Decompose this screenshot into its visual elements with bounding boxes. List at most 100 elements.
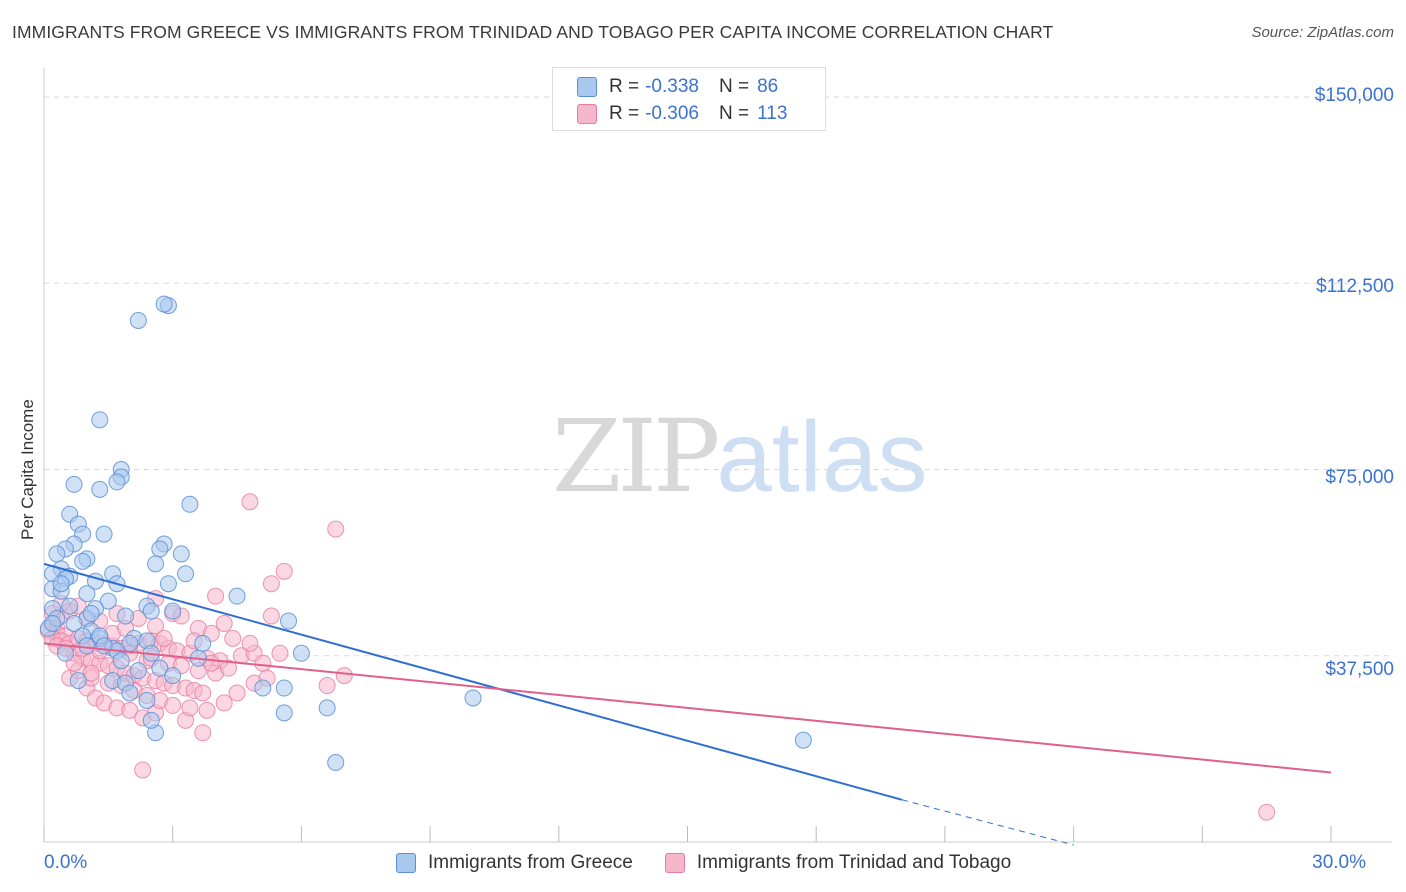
legend-r-value: -0.338 — [645, 76, 699, 97]
point-greece — [142, 711, 160, 729]
legend-row-greece: R = -0.338 N = 86 — [577, 75, 778, 99]
point-greece — [159, 575, 177, 593]
x-tick-label-min: 0.0% — [44, 852, 88, 873]
legend-r-label: R = — [609, 76, 640, 97]
point-greece — [151, 540, 169, 558]
point-greece — [292, 644, 310, 662]
point-greece — [181, 495, 199, 513]
legend-r-value: -0.306 — [645, 103, 699, 124]
point-greece — [99, 592, 117, 610]
point-greece — [61, 597, 79, 615]
point-greece — [95, 637, 113, 655]
point-trinidad-tobago — [327, 520, 345, 538]
point-greece — [280, 612, 298, 630]
point-greece — [74, 552, 92, 570]
legend-r-label: R = — [609, 103, 640, 124]
point-greece — [129, 662, 147, 680]
point-trinidad-tobago — [318, 677, 336, 695]
point-greece — [164, 667, 182, 685]
point-trinidad-tobago — [254, 654, 272, 672]
legend-item-greece[interactable]: Immigrants from Greece — [396, 852, 633, 874]
point-greece — [164, 602, 182, 620]
point-trinidad-tobago — [241, 634, 259, 652]
point-greece — [172, 545, 190, 563]
point-trinidad-tobago — [241, 493, 259, 511]
axes — [43, 68, 1392, 843]
point-greece — [275, 679, 293, 697]
point-trinidad-tobago — [335, 667, 353, 685]
point-greece — [327, 754, 345, 772]
point-trinidad-tobago — [215, 694, 233, 712]
point-greece — [121, 684, 139, 702]
point-greece — [91, 411, 109, 429]
point-greece — [275, 704, 293, 722]
y-tick-label: $150,000 — [1314, 85, 1394, 106]
point-greece — [69, 672, 87, 690]
trend-line-trinidad-tobago — [43, 642, 1332, 774]
legend-swatch-trinidad-tobago — [577, 104, 597, 124]
point-trinidad-tobago — [275, 562, 293, 580]
point-trinidad-tobago — [198, 701, 216, 719]
point-greece — [65, 614, 83, 632]
point-trinidad-tobago — [224, 629, 242, 647]
point-greece — [78, 585, 96, 603]
point-greece — [129, 312, 147, 329]
point-trinidad-tobago — [134, 761, 152, 779]
point-greece — [52, 575, 70, 593]
point-trinidad-tobago — [82, 664, 100, 682]
x-tick-label-max: 30.0% — [1312, 852, 1366, 873]
point-greece — [155, 295, 173, 313]
point-greece — [82, 605, 100, 623]
legend-swatch-trinidad-tobago — [664, 853, 685, 873]
gridlines — [44, 96, 1392, 657]
point-greece — [151, 659, 169, 677]
point-greece — [91, 480, 109, 498]
y-axis-label: Per Capita Income — [18, 399, 37, 540]
point-trinidad-tobago — [219, 659, 237, 677]
legend-n-label: N = — [718, 76, 750, 97]
legend-swatch-greece — [396, 853, 416, 873]
point-greece — [464, 689, 482, 707]
point-greece — [177, 565, 195, 583]
legend-n-value: 113 — [757, 103, 788, 124]
source-label: Source: ZipAtlas.com — [1251, 24, 1394, 41]
y-tick-label: $37,500 — [1325, 659, 1394, 680]
point-trinidad-tobago — [121, 701, 139, 719]
point-trinidad-tobago — [164, 696, 182, 714]
series-legend: Immigrants from Greece Immigrants from T… — [396, 852, 1043, 874]
point-greece — [254, 679, 272, 697]
series-trinidad-tobago — [39, 493, 1276, 821]
point-greece — [112, 652, 130, 670]
trend-line-greece — [43, 562, 903, 801]
series-greece — [39, 295, 812, 772]
point-greece — [794, 731, 812, 749]
point-greece — [78, 637, 96, 655]
point-trinidad-tobago — [155, 629, 173, 647]
legend-item-trinidad-tobago[interactable]: Immigrants from Trinidad and Tobago — [664, 852, 1012, 874]
point-greece — [142, 602, 160, 620]
legend-row-trinidad-tobago: R = -0.306 N = 113 — [577, 102, 787, 126]
point-trinidad-tobago — [194, 724, 212, 742]
point-greece — [56, 644, 74, 662]
legend-n-label: N = — [718, 103, 750, 124]
point-trinidad-tobago — [271, 644, 289, 662]
point-greece — [65, 475, 83, 493]
point-greece — [147, 555, 165, 573]
point-trinidad-tobago — [262, 607, 280, 625]
trend-line-greece-extension — [901, 799, 1074, 846]
point-trinidad-tobago — [1258, 803, 1276, 821]
point-trinidad-tobago — [181, 699, 199, 717]
legend-swatch-greece — [577, 77, 597, 97]
point-greece — [138, 691, 156, 709]
point-greece — [108, 473, 126, 491]
y-tick-label: $75,000 — [1325, 467, 1394, 488]
point-greece — [95, 525, 113, 543]
point-trinidad-tobago — [262, 575, 280, 593]
legend-label-trinidad-tobago: Immigrants from Trinidad and Tobago — [696, 852, 1012, 873]
point-greece — [48, 545, 66, 563]
point-greece — [228, 587, 246, 605]
point-trinidad-tobago — [228, 684, 246, 702]
point-greece — [117, 607, 135, 625]
point-greece — [194, 634, 212, 652]
